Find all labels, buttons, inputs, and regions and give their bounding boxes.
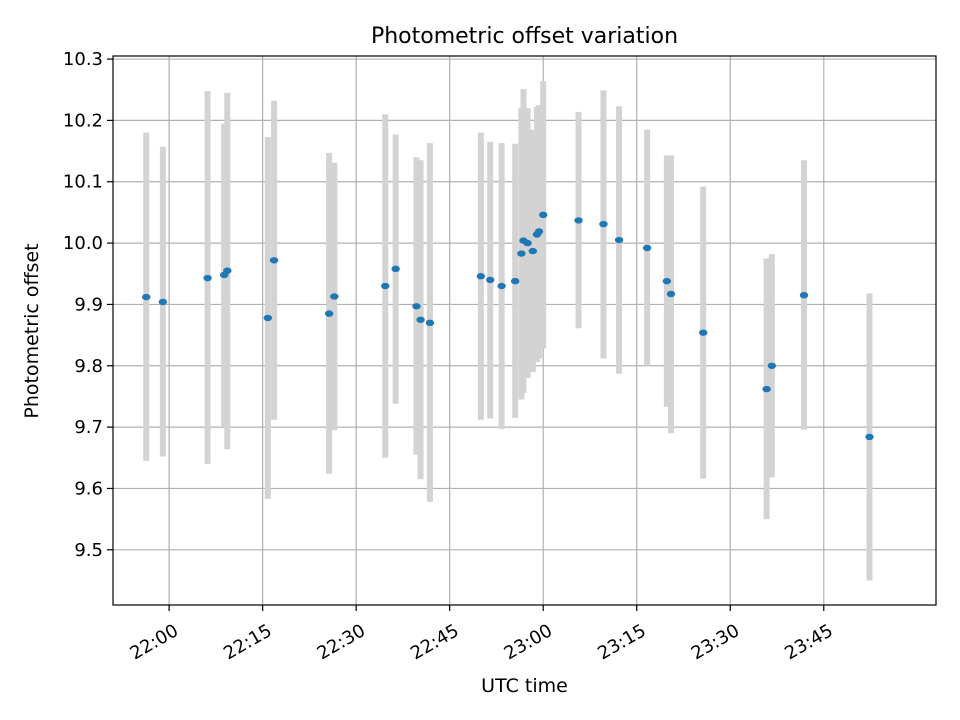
y-tick-label: 9.5	[74, 540, 103, 561]
y-axis-ticks: 9.5 9.6 9.7 9.8 9.9 10.0 10.1 10.2 10.3	[63, 49, 113, 561]
data-point	[699, 329, 708, 336]
data-point	[662, 277, 672, 285]
data-point	[324, 310, 334, 317]
data-point	[534, 228, 544, 235]
y-tick-label: 9.7	[74, 417, 103, 438]
y-tick-label: 9.8	[74, 356, 103, 377]
x-axis-label: UTC time	[481, 675, 568, 697]
data-point	[614, 236, 624, 244]
chart-title: Photometric offset variation	[371, 24, 678, 49]
data-point	[767, 362, 777, 369]
data-point	[523, 239, 532, 247]
data-point	[517, 250, 526, 257]
data-point	[263, 314, 273, 322]
y-tick-label: 9.6	[74, 478, 103, 499]
data-point	[142, 293, 151, 301]
data-point	[476, 273, 486, 280]
y-tick-label: 10.1	[63, 172, 103, 193]
data-point	[330, 293, 339, 300]
data-point	[486, 276, 495, 284]
y-tick-label: 10.0	[63, 233, 103, 254]
data-point	[799, 292, 809, 299]
data-point	[416, 316, 425, 323]
data-point	[203, 274, 212, 282]
y-tick-label: 10.3	[63, 49, 103, 70]
data-point	[528, 247, 538, 255]
y-tick-label: 10.2	[63, 110, 103, 131]
data-point	[269, 257, 279, 264]
data-point	[762, 385, 771, 393]
data-point	[412, 303, 421, 310]
data-point	[510, 277, 520, 285]
data-point	[642, 244, 652, 252]
y-axis-label: Photometric offset	[21, 243, 43, 418]
data-point	[574, 217, 583, 224]
plot-frame	[112, 55, 937, 606]
data-point	[497, 282, 506, 290]
data-point	[158, 298, 168, 306]
data-point	[599, 220, 608, 228]
data-point	[223, 267, 232, 274]
data-point	[425, 319, 435, 327]
data-point	[381, 282, 390, 290]
data-point	[666, 290, 676, 298]
data-point	[539, 211, 548, 219]
data-point	[865, 433, 874, 441]
y-tick-label: 9.9	[74, 294, 103, 315]
data-points	[142, 211, 874, 441]
data-point	[391, 265, 400, 273]
